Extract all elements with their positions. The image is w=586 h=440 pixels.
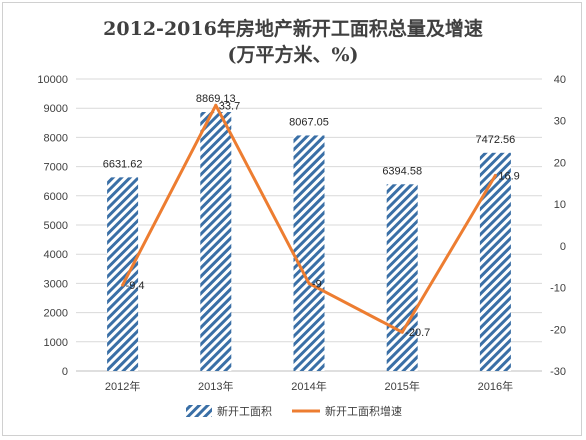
x-tick-label: 2016年 [478, 379, 513, 393]
bar-data-label: 6394.58 [382, 165, 422, 177]
line-data-label: -9 [312, 278, 322, 290]
y-right-tick-label: 10 [554, 199, 566, 211]
line-point [400, 330, 404, 334]
chart-subtitle: (万平方米、%) [227, 44, 359, 66]
bar-data-label: 8067.05 [289, 116, 329, 128]
bar [200, 112, 232, 372]
line-series [121, 103, 497, 334]
bar [293, 135, 325, 371]
line-data-label: 33.7 [219, 100, 240, 112]
y-right-tick-label: 40 [554, 74, 566, 86]
y-left-tick-label: 6000 [44, 191, 68, 203]
bar-data-label: 7472.56 [476, 134, 516, 146]
x-axis: 2012年 2013年 2014年 2015年 2016年 [105, 379, 513, 393]
legend-swatch-bar [186, 405, 212, 417]
line-point [307, 281, 311, 285]
legend-label-bar: 新开工面积 [217, 404, 272, 418]
line-data-label: 16.9 [498, 170, 519, 182]
y-left-tick-label: 7000 [44, 162, 68, 174]
y-right-tick-label: 20 [554, 157, 566, 169]
y-left-tick-label: 5000 [44, 220, 68, 232]
y-left-tick-label: 3000 [44, 278, 68, 290]
legend[interactable]: 新开工面积 新开工面积增速 [186, 404, 402, 418]
line-point [214, 103, 218, 107]
y-right-tick-label: -30 [550, 366, 566, 378]
y-right-tick-label: 0 [560, 241, 566, 253]
bar [107, 177, 139, 371]
bar-data-labels: 6631.62 8869.13 8067.05 6394.58 7472.56 [103, 93, 516, 177]
y-left-tick-label: 8000 [44, 132, 68, 144]
y-axis-right: -30 -20 -10 0 10 20 30 40 [550, 74, 566, 378]
line-point [121, 283, 125, 287]
x-tick-label: 2012年 [105, 379, 140, 393]
x-tick-label: 2015年 [384, 379, 419, 393]
line-data-label: -20.7 [405, 327, 430, 339]
y-left-tick-label: 4000 [44, 249, 68, 261]
bar [386, 184, 418, 371]
line-data-label: -9.4 [126, 280, 145, 292]
bar-data-label: 6631.62 [103, 158, 143, 170]
line-point [493, 173, 497, 177]
bar [479, 152, 511, 371]
bar-data-label: 8869.13 [196, 93, 236, 105]
y-right-tick-label: -10 [550, 283, 566, 295]
y-left-tick-label: 2000 [44, 308, 68, 320]
chart-title: 2012-2016年房地产新开工面积总量及增速 [103, 18, 483, 40]
y-left-tick-label: 0 [62, 366, 68, 378]
x-tick-label: 2013年 [198, 379, 233, 393]
line-data-labels: -9.4 33.7 -9 -20.7 16.9 [126, 100, 520, 339]
y-left-tick-label: 9000 [44, 103, 68, 115]
y-left-tick-label: 10000 [37, 74, 68, 86]
x-tick-label: 2014年 [291, 379, 326, 393]
y-axis-left: 0 1000 2000 3000 4000 5000 6000 7000 8000 9000 100… [37, 74, 68, 378]
y-right-tick-label: 30 [554, 116, 566, 128]
bar-series [107, 112, 511, 372]
legend-label-line: 新开工面积增速 [325, 404, 402, 418]
y-right-tick-label: -20 [550, 324, 566, 336]
y-left-tick-label: 1000 [44, 337, 68, 349]
